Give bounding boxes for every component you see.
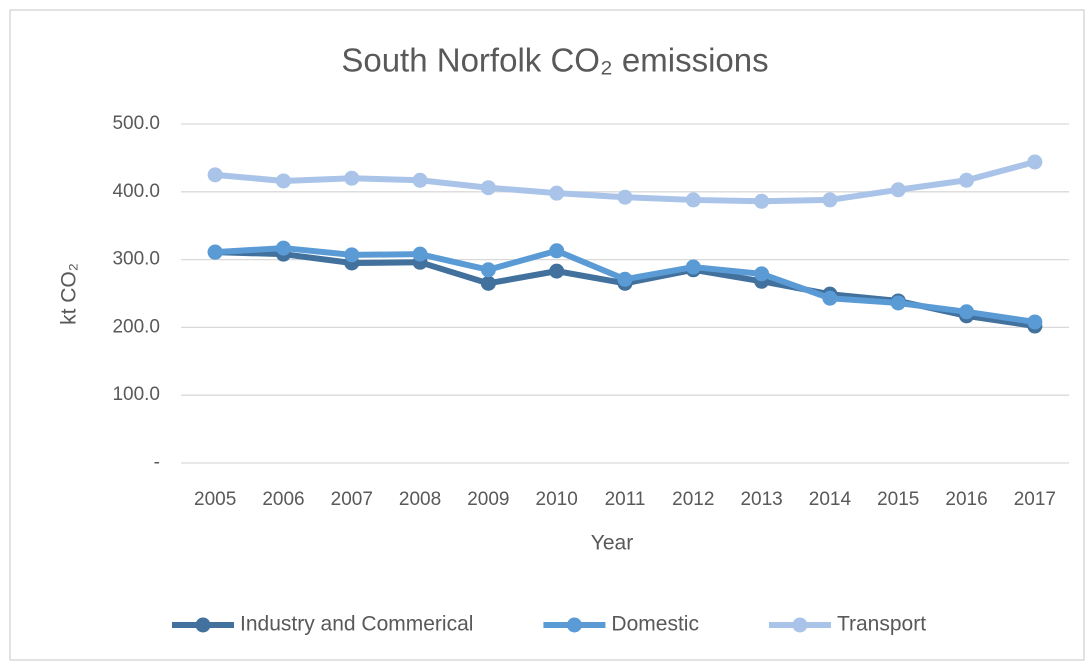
data-point	[1027, 154, 1043, 170]
data-point	[207, 167, 223, 183]
legend-marker	[792, 617, 808, 633]
legend-label: Industry and Commerical	[240, 613, 473, 636]
chart-title: South Norfolk CO₂ emissions	[341, 42, 768, 79]
x-tick-label: 2014	[809, 489, 852, 510]
data-point	[685, 259, 701, 275]
x-axis-title: Year	[591, 532, 633, 555]
data-point	[412, 172, 428, 188]
legend-marker	[566, 617, 582, 633]
data-point	[959, 304, 975, 320]
x-tick-label: 2013	[740, 489, 782, 510]
data-point	[549, 185, 565, 201]
y-tick-label: 100.0	[112, 384, 160, 405]
chart-border	[9, 9, 1085, 661]
y-axis-title: kt CO₂	[58, 263, 81, 325]
data-point	[754, 266, 770, 282]
data-point	[822, 192, 838, 208]
data-point	[617, 271, 633, 287]
x-tick-label: 2011	[605, 489, 646, 510]
data-point	[890, 295, 906, 311]
data-point	[1027, 314, 1043, 330]
data-point	[480, 262, 496, 278]
y-tick-label: 300.0	[112, 249, 160, 270]
data-point	[207, 244, 223, 260]
data-point	[549, 263, 565, 279]
x-tick-label: 2015	[877, 489, 919, 510]
x-tick-label: 2010	[536, 489, 578, 510]
x-tick-label: 2007	[331, 489, 373, 510]
data-point	[754, 193, 770, 209]
x-tick-label: 2016	[945, 489, 987, 510]
x-tick-label: 2012	[672, 489, 714, 510]
data-point	[685, 192, 701, 208]
y-tick-label: 400.0	[112, 181, 160, 202]
data-point	[480, 275, 496, 291]
legend-label: Transport	[837, 613, 926, 636]
data-point	[822, 290, 838, 306]
data-point	[549, 243, 565, 259]
y-tick-label: 200.0	[112, 316, 160, 337]
data-point	[275, 173, 291, 189]
data-point	[412, 246, 428, 262]
x-tick-label: 2008	[399, 489, 441, 510]
data-point	[617, 189, 633, 205]
data-point	[344, 170, 360, 186]
x-tick-label: 2005	[194, 489, 236, 510]
x-tick-label: 2009	[467, 489, 509, 510]
data-point	[344, 247, 360, 263]
y-tick-label: -	[154, 452, 160, 473]
data-point	[890, 182, 906, 198]
y-tick-label: 500.0	[112, 113, 160, 134]
data-point	[275, 240, 291, 256]
data-point	[959, 172, 975, 188]
legend-label: Domestic	[611, 613, 699, 636]
legend-marker	[195, 617, 211, 633]
data-point	[480, 180, 496, 196]
x-tick-label: 2017	[1014, 489, 1056, 510]
x-tick-label: 2006	[262, 489, 304, 510]
